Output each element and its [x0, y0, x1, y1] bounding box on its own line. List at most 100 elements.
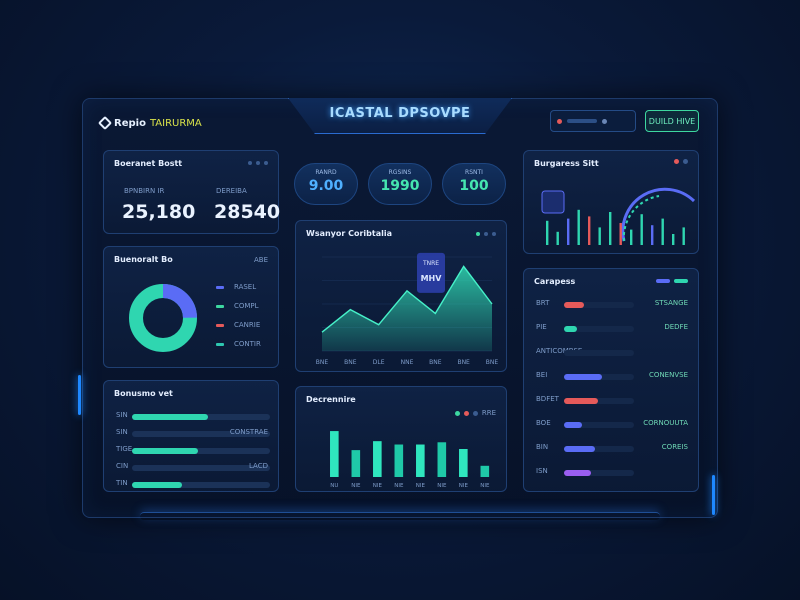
progress-label: BDFET: [536, 395, 559, 403]
overview-stat2-value: 28540: [214, 201, 281, 223]
overview-panel: Boeranet Bostt BPNBIRN IR 25,180 DEREIBA…: [103, 150, 281, 234]
legend-label: COMPL: [234, 302, 259, 310]
metrics-bar-row[interactable]: TIGE: [104, 445, 280, 457]
gauge-title: Burgaress Sitt: [534, 159, 599, 168]
progress-value: CORNOUUTA: [643, 419, 688, 427]
gauge-bar: [598, 227, 601, 245]
progress-label: BRT: [536, 299, 550, 307]
metrics-bar-row[interactable]: TIN: [104, 479, 280, 491]
bar-chart-x-tick: NIE: [437, 483, 447, 489]
gauge-bar: [682, 227, 685, 245]
bar-chart-panel: Decrennire RRE NU NIE NIE NIE NIE NIE NIE NIE: [295, 386, 507, 492]
bar-chart-bar: [351, 450, 361, 477]
metrics-bar-row[interactable]: CIN LACD: [104, 462, 280, 474]
bar-chart-x-tick: NIE: [373, 483, 383, 489]
progress-row[interactable]: BOE CORNOUUTA: [524, 417, 700, 431]
metrics-bar-label: TIGE: [116, 445, 133, 453]
progress-row[interactable]: BRT STSANGE: [524, 297, 700, 311]
progress-row[interactable]: ANTICOMBSE: [524, 345, 700, 359]
bar-chart-legend[interactable]: RRE: [454, 409, 496, 417]
metrics-bar-value: LACD: [248, 462, 268, 470]
donut-panel: Buenoralt Bo ABE RASEL COMPL CANRIE CONT…: [103, 246, 279, 368]
progress-row[interactable]: ISN: [524, 465, 700, 479]
legend-swatch-green: [674, 279, 688, 283]
status-bar: [567, 119, 597, 123]
area-x-tick: BNE: [486, 359, 499, 366]
overview-stat1-label: BPNBIRN IR: [124, 187, 165, 195]
area-chart-title: Wsanyor Coribtalia: [306, 229, 393, 238]
header-action-button[interactable]: DUILD HIVE: [645, 110, 699, 132]
kpi-pill-3[interactable]: RSNTI 100: [442, 163, 506, 205]
area-chart[interactable]: BNE BNE DLE NNE BNE BNE BNE TNRE MHV: [296, 221, 508, 373]
logo-text: Repio: [114, 117, 146, 129]
progress-track: [564, 350, 634, 356]
area-fill: [322, 266, 492, 351]
page-title: ICASTAL DPSOVPE: [329, 106, 471, 121]
metrics-bar-row[interactable]: SIN CONSTRAE: [104, 428, 280, 440]
bar-chart-bar: [416, 444, 425, 477]
bar-chart-bar: [373, 441, 382, 477]
progress-value: STSANGE: [654, 299, 688, 307]
overview-stat1-value: 25,180: [122, 201, 196, 223]
progress-fill: [564, 302, 584, 308]
gauge-bar: [651, 225, 654, 245]
progress-fill: [564, 446, 595, 452]
progress-row[interactable]: BIN COREIS: [524, 441, 700, 455]
metrics-bar-track: [132, 414, 270, 420]
legend-dot-gray: [683, 159, 688, 164]
gauge-panel: Burgaress Sitt: [523, 150, 699, 254]
gauge-bar: [577, 209, 580, 245]
progress-legend[interactable]: [656, 279, 688, 283]
metrics-bar-fill: [132, 482, 182, 488]
progress-label: PIE: [536, 323, 547, 331]
area-chart-panel: Wsanyor Coribtalia BNE BNE DLE NNE BNE BNE BNE…: [295, 220, 507, 372]
progress-row[interactable]: BEI CONENVSE: [524, 369, 700, 383]
donut-chart[interactable]: [126, 281, 200, 355]
progress-title: Carapess: [534, 277, 576, 286]
donut-legend-1[interactable]: RASEL: [216, 283, 256, 291]
kpi-pill-2[interactable]: RGSINS 1990: [368, 163, 432, 205]
kpi-pill-1[interactable]: RANRD 9.00: [294, 163, 358, 205]
logo-icon: [97, 115, 113, 131]
donut-segment-base[interactable]: [129, 284, 197, 352]
area-chart-menu-icon[interactable]: [476, 232, 496, 236]
area-tooltip-label: TNRE: [422, 260, 439, 267]
metrics-bar-value: CONSTRAE: [229, 428, 268, 436]
progress-panel: Carapess BRT STSANGE PIE DEDFE ANTICOMBSE BEI…: [523, 268, 699, 492]
bar-chart-x-tick: NIE: [480, 483, 490, 489]
donut-legend-3[interactable]: CANRIE: [216, 321, 260, 329]
right-edge-glow: [712, 475, 715, 515]
area-x-tick: NNE: [401, 359, 414, 366]
progress-track: [564, 470, 634, 476]
legend-dot-green: [454, 410, 460, 416]
bar-chart-bar: [480, 465, 490, 477]
legend-dot-red: [463, 410, 469, 416]
logo-subtitle: TAIRURMA: [149, 117, 202, 129]
area-tooltip: [417, 252, 445, 293]
bar-chart[interactable]: NU NIE NIE NIE NIE NIE NIE NIE: [296, 387, 508, 493]
gauge-bar: [556, 231, 559, 245]
progress-fill: [564, 470, 591, 476]
app-logo[interactable]: Repio TAIRURMA: [97, 114, 202, 132]
status-indicator[interactable]: [550, 110, 636, 132]
metrics-bar-fill: [132, 414, 208, 420]
donut-legend-4[interactable]: CONTIR: [216, 340, 261, 348]
overview-menu-icon[interactable]: [248, 161, 268, 165]
progress-row[interactable]: PIE DEDFE: [524, 321, 700, 335]
metrics-bar-row[interactable]: SIN: [104, 411, 280, 423]
progress-track: [564, 446, 634, 452]
status-dot-red: [557, 118, 562, 124]
progress-row[interactable]: BDFET: [524, 393, 700, 407]
progress-fill: [564, 398, 598, 404]
kpi-2-value: 1990: [380, 178, 420, 194]
legend-dot-gray: [472, 410, 478, 416]
area-x-tick: BNE: [457, 359, 470, 366]
donut-legend-2[interactable]: COMPL: [216, 302, 259, 310]
progress-label: BEI: [536, 371, 548, 379]
gauge-arc: [621, 187, 696, 242]
metrics-bar-label: TIN: [116, 479, 128, 487]
kpi-3-value: 100: [459, 178, 489, 194]
gauge-legend[interactable]: [674, 159, 688, 164]
area-x-tick: BNE: [429, 359, 442, 366]
gauge-chart[interactable]: [524, 151, 700, 255]
